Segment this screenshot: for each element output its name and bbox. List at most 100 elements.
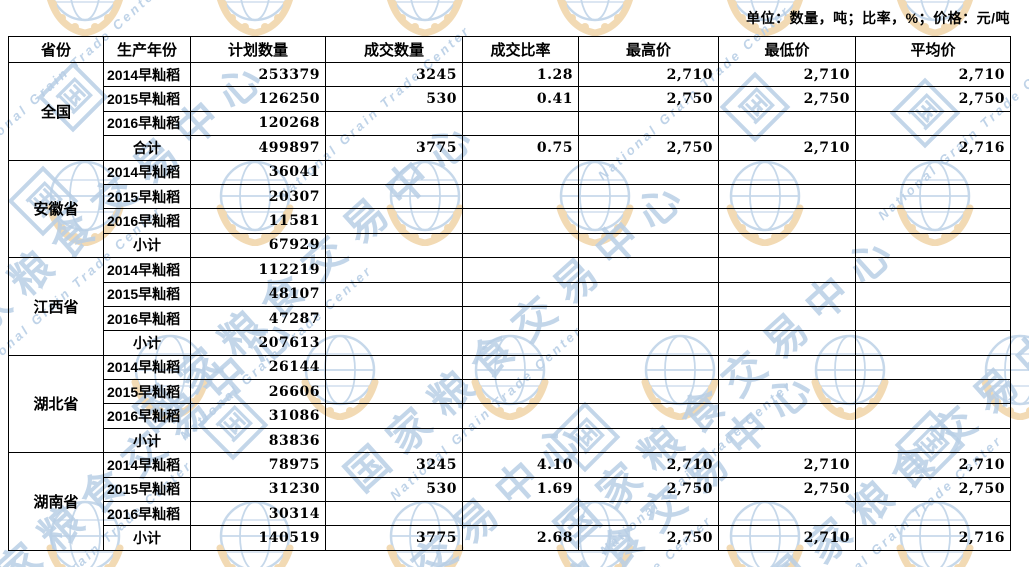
year-cell: 2014早籼稻: [103, 61, 191, 88]
lowest-price-cell: [718, 208, 856, 234]
lowest-price-cell: [718, 379, 856, 405]
deal-quantity-cell: [325, 305, 463, 332]
column-header: 成交比率: [462, 36, 579, 63]
average-price-cell: [855, 427, 1011, 454]
average-price-cell: [855, 501, 1011, 527]
year-cell: 2016早籼稻: [103, 403, 191, 429]
table-row: 2016早籼稻 31086: [9, 403, 1011, 429]
column-header: 最低价: [718, 36, 856, 63]
year-cell: 2015早籼稻: [103, 183, 191, 210]
highest-price-cell: 2,710: [578, 452, 719, 478]
plan-quantity-cell: 30314: [190, 501, 326, 527]
average-price-cell: [855, 281, 1011, 307]
deal-ratio-cell: 0.41: [462, 86, 579, 112]
table-row: 2016早籼稻 11581: [9, 208, 1011, 234]
deal-quantity-cell: [325, 501, 463, 527]
highest-price-cell: [578, 110, 719, 137]
average-price-cell: 2,716: [855, 135, 1011, 161]
table-row: 2016早籼稻 47287: [9, 305, 1011, 332]
deal-ratio-cell: [462, 354, 579, 381]
table-row: 小计 67929: [9, 232, 1011, 259]
year-cell: 2016早籼稻: [103, 208, 191, 234]
year-cell: 小计: [103, 427, 191, 454]
highest-price-cell: 2,750: [578, 525, 719, 551]
deal-ratio-cell: 0.75: [462, 135, 579, 161]
deal-quantity-cell: 3245: [325, 61, 463, 88]
table-row: 2015早籼稻 31230 530 1.69 2,750 2,750 2,750: [9, 476, 1011, 503]
lowest-price-cell: [718, 257, 856, 283]
deal-quantity-cell: [325, 379, 463, 405]
globe-wheat-watermark-icon: [551, 0, 639, 36]
deal-quantity-cell: 530: [325, 476, 463, 503]
average-price-cell: [855, 257, 1011, 283]
plan-quantity-cell: 253379: [190, 61, 326, 88]
table-row: 小计 140519 3775 2.68 2,750 2,710 2,716: [9, 525, 1011, 551]
table-row: 湖北省 2014早籼稻 26144: [8, 354, 1011, 454]
highest-price-cell: [578, 403, 719, 429]
year-cell: 小计: [103, 330, 191, 356]
lowest-price-cell: [718, 159, 856, 185]
highest-price-cell: [578, 330, 719, 356]
table-header: 省份 生产年份 计划数量 成交数量 成交比率 最高价 最低价 平均价: [8, 36, 1011, 63]
average-price-cell: [855, 110, 1011, 137]
lowest-price-cell: 2,710: [718, 525, 856, 551]
table-row: 小计 83836: [9, 427, 1011, 454]
plan-quantity-cell: 26144: [190, 354, 326, 381]
deal-quantity-cell: [325, 330, 463, 356]
lowest-price-cell: 2,710: [718, 452, 856, 478]
deal-ratio-cell: [462, 501, 579, 527]
deal-quantity-cell: [325, 427, 463, 454]
plan-quantity-cell: 499897: [190, 135, 326, 161]
deal-ratio-cell: [462, 257, 579, 283]
report-table: 省份 生产年份 计划数量 成交数量 成交比率 最高价 最低价 平均价 全国 2014早籼稻 253…: [8, 36, 1011, 551]
globe-wheat-watermark-icon: [41, 0, 129, 36]
plan-quantity-cell: 83836: [190, 427, 326, 454]
table-row: 合计 499897 3775 0.75 2,750 2,710 2,716: [9, 135, 1011, 161]
table-row: 江西省 2014早籼稻 112219: [8, 257, 1011, 356]
highest-price-cell: 2,750: [578, 135, 719, 161]
average-price-cell: 2,750: [855, 86, 1011, 112]
plan-quantity-cell: 47287: [190, 305, 326, 332]
deal-ratio-cell: 2.68: [462, 525, 579, 551]
average-price-cell: [855, 379, 1011, 405]
plan-quantity-cell: 112219: [190, 257, 326, 283]
deal-quantity-cell: [325, 354, 463, 381]
deal-quantity-cell: 530: [325, 86, 463, 112]
table-row: 2016早籼稻 30314: [9, 501, 1011, 527]
average-price-cell: 2,710: [855, 61, 1011, 88]
year-cell: 2016早籼稻: [103, 501, 191, 527]
deal-ratio-cell: [462, 305, 579, 332]
highest-price-cell: [578, 159, 719, 185]
year-cell: 2015早籼稻: [103, 476, 191, 503]
table-row: 2016早籼稻 120268: [9, 110, 1011, 137]
highest-price-cell: 2,750: [578, 476, 719, 503]
deal-quantity-cell: 3245: [325, 452, 463, 478]
highest-price-cell: [578, 232, 719, 259]
lowest-price-cell: [718, 330, 856, 356]
deal-quantity-cell: [325, 257, 463, 283]
year-cell: 小计: [103, 232, 191, 259]
year-cell: 2016早籼稻: [103, 110, 191, 137]
deal-ratio-cell: [462, 379, 579, 405]
province-cell: 全国: [8, 62, 104, 161]
table-row: 2015早籼稻 20307: [9, 183, 1011, 210]
plan-quantity-cell: 20307: [190, 183, 326, 210]
province-cell: 江西省: [8, 257, 104, 356]
table-row: 2015早籼稻 26606: [9, 379, 1011, 405]
lowest-price-cell: [718, 183, 856, 210]
lowest-price-cell: 2,750: [718, 86, 856, 112]
deal-quantity-cell: [325, 403, 463, 429]
deal-ratio-cell: [462, 403, 579, 429]
plan-quantity-cell: 31086: [190, 403, 326, 429]
average-price-cell: 2,716: [855, 525, 1011, 551]
deal-ratio-cell: 1.28: [462, 61, 579, 88]
plan-quantity-cell: 36041: [190, 159, 326, 185]
column-header: 成交数量: [325, 36, 463, 63]
average-price-cell: [855, 305, 1011, 332]
table-row: 湖南省 2014早籼稻 78975 3245 4.10 2,710 2,710 2,710: [8, 452, 1011, 551]
deal-ratio-cell: [462, 330, 579, 356]
globe-wheat-watermark-icon: [381, 0, 469, 36]
highest-price-cell: 2,750: [578, 86, 719, 112]
year-cell: 2014早籼稻: [103, 354, 191, 381]
plan-quantity-cell: 48107: [190, 281, 326, 307]
